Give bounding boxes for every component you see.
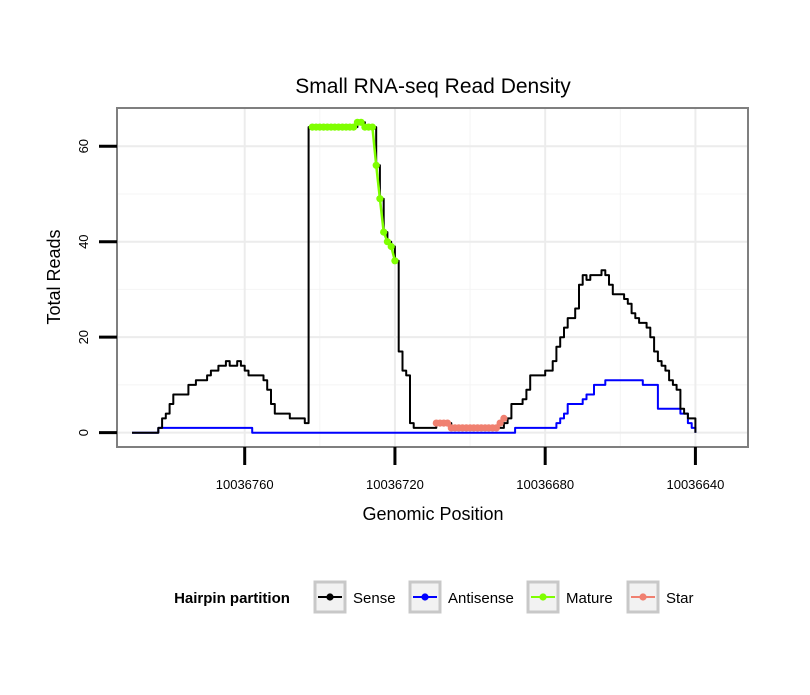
legend-label: Star [666,590,694,607]
x-axis-label: Genomic Position [362,504,503,524]
x-tick-label: 10036640 [666,477,724,492]
mature-point [383,238,391,246]
y-tick-label: 0 [76,429,91,436]
legend-key-point [539,593,547,601]
chart-title: Small RNA-seq Read Density [295,75,571,98]
legend-items: Sense Antisense Mature Star [313,580,694,614]
legend-key-point [421,593,429,601]
legend: Hairpin partition Sense Antisense Mature St… [174,580,694,614]
star-point [443,419,452,427]
legend-item-antisense: Antisense [408,580,514,614]
legend-item-sense: Sense [313,580,396,614]
legend-label: Sense [353,590,396,607]
axes: 10036760 10036720 10036680 10036640 0 20 40 60 [76,139,724,492]
x-tick-label: 10036720 [366,477,424,492]
legend-label: Antisense [448,590,514,607]
mature-point [357,118,365,126]
star-series [432,414,508,432]
y-tick-label: 20 [76,330,91,344]
mature-series [308,118,399,265]
star-point [500,414,508,422]
legend-item-mature: Mature [526,580,613,614]
mature-point [380,228,388,236]
mature-point [376,195,384,203]
legend-item-star: Star [626,580,694,614]
mature-point [372,161,380,169]
series-layer [132,118,697,434]
x-tick-label: 10036760 [216,477,274,492]
y-tick-label: 60 [76,139,91,153]
legend-key-point [639,593,647,601]
legend-title: Hairpin partition [174,590,290,607]
y-axis-label: Total Reads [44,229,64,324]
mature-point [350,123,358,131]
mature-point [387,242,395,251]
mature-point [391,257,399,265]
plot-panel [117,108,748,447]
antisense-series [132,379,697,434]
legend-key-point [326,593,334,601]
x-tick-label: 10036680 [516,477,574,492]
mature-point [368,123,376,131]
antisense-line [132,379,697,434]
y-tick-label: 40 [76,234,91,248]
legend-label: Mature [566,590,613,607]
plot-border [116,107,749,448]
